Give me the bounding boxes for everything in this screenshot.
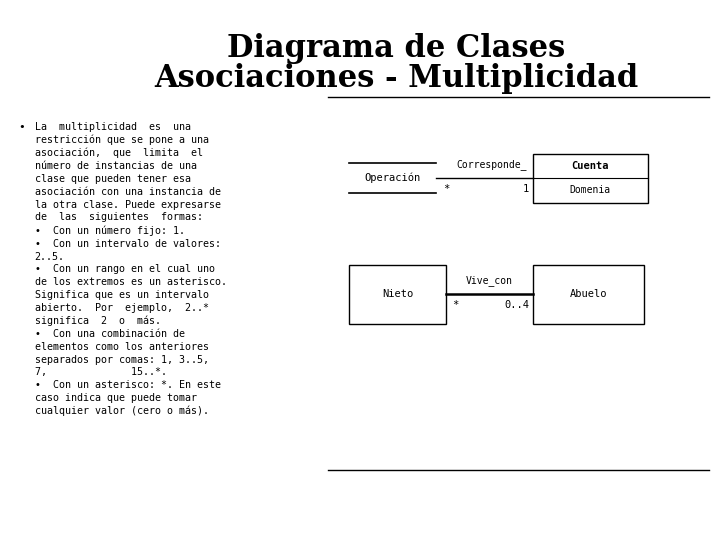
Bar	[533, 154, 648, 202]
Text: Operación: Operación	[364, 173, 420, 184]
Text: Asociaciones - Multiplicidad: Asociaciones - Multiplicidad	[154, 63, 638, 94]
Bar	[349, 265, 446, 324]
Text: La  multiplicidad  es  una
restricción que se pone a una
asociación,  que  limit: La multiplicidad es una restricción que …	[35, 122, 227, 416]
Text: Diagrama de Clases: Diagrama de Clases	[227, 33, 565, 64]
Text: Cuenta: Cuenta	[572, 161, 609, 171]
Text: 1: 1	[523, 184, 529, 194]
Text: Nieto: Nieto	[382, 289, 413, 299]
Text: Vive_con: Vive_con	[466, 275, 513, 286]
Text: 0..4: 0..4	[504, 300, 529, 310]
Bar	[533, 265, 644, 324]
Text: Corresponde_: Corresponde_	[456, 159, 526, 170]
Text: Abuelo: Abuelo	[570, 289, 608, 299]
Text: •: •	[18, 122, 25, 132]
Text: *: *	[452, 300, 459, 310]
Text: *: *	[443, 184, 449, 194]
Text: Domenia: Domenia	[570, 185, 611, 195]
